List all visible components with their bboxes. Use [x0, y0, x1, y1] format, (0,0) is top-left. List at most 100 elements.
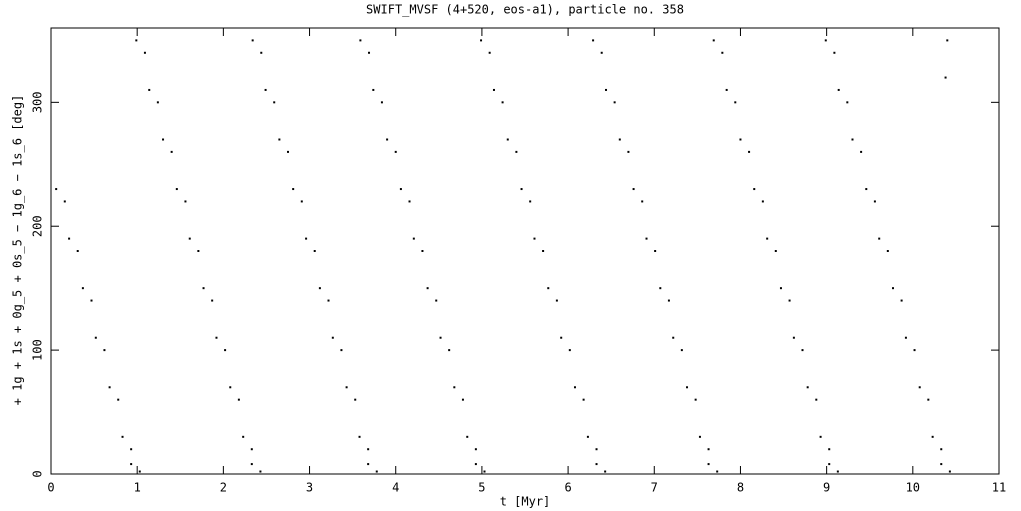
point: [533, 237, 536, 240]
point: [672, 336, 675, 339]
y-tick-label: 200: [31, 215, 45, 237]
point: [448, 349, 451, 352]
point: [108, 386, 111, 389]
point: [130, 463, 133, 466]
point: [188, 237, 191, 240]
point: [940, 448, 943, 451]
point: [948, 470, 951, 473]
x-axis-label: t [Myr]: [500, 495, 551, 509]
x-tick-label: 10: [906, 481, 920, 495]
point: [946, 39, 949, 42]
point: [595, 448, 598, 451]
point: [368, 51, 371, 54]
point: [586, 435, 589, 438]
x-tick-label: 3: [306, 481, 313, 495]
point: [501, 101, 504, 104]
point: [259, 470, 262, 473]
point: [439, 336, 442, 339]
point: [170, 150, 173, 153]
point: [865, 188, 868, 191]
point: [792, 336, 795, 339]
point: [766, 237, 769, 240]
point: [250, 463, 253, 466]
y-axis-label: + 1g + 1s + 0g_5 + 0s_5 − 1g_6 − 1s_6 [d…: [11, 95, 25, 406]
point: [851, 138, 854, 141]
point: [595, 463, 598, 466]
point: [345, 386, 348, 389]
point: [913, 349, 916, 352]
x-tick-label: 11: [992, 481, 1006, 495]
point: [260, 51, 263, 54]
y-tick-label: 0: [31, 470, 45, 477]
point: [474, 463, 477, 466]
point: [918, 386, 921, 389]
point: [860, 150, 863, 153]
point: [313, 250, 316, 252]
point: [592, 39, 595, 42]
point: [250, 448, 253, 451]
point: [515, 150, 518, 153]
point: [560, 336, 563, 339]
point: [716, 470, 719, 473]
point: [698, 435, 701, 438]
x-tick-label: 6: [564, 481, 571, 495]
point: [367, 463, 370, 466]
point: [721, 51, 724, 54]
point: [667, 299, 670, 302]
point: [278, 138, 281, 141]
plot-frame: [50, 27, 1000, 475]
point: [156, 101, 159, 104]
point: [90, 299, 93, 302]
point: [815, 398, 818, 401]
point: [184, 200, 187, 203]
point: [292, 188, 295, 191]
point: [819, 435, 822, 438]
point: [474, 448, 477, 451]
point: [63, 200, 66, 203]
point: [466, 435, 469, 438]
point: [568, 349, 571, 352]
point: [264, 88, 267, 91]
point: [251, 39, 254, 42]
point: [318, 287, 321, 290]
point: [613, 101, 616, 104]
point: [130, 448, 133, 451]
point: [215, 336, 218, 339]
point: [878, 237, 881, 240]
point: [55, 188, 58, 191]
point: [604, 470, 607, 473]
point: [824, 39, 827, 42]
point: [931, 435, 934, 438]
point: [394, 150, 397, 153]
point: [734, 101, 737, 104]
point: [645, 237, 648, 240]
point: [761, 200, 764, 203]
point: [175, 188, 178, 191]
point: [573, 386, 576, 389]
point: [774, 250, 777, 252]
chart-title: SWIFT_MVSF (4+520, eos-a1), particle no.…: [366, 3, 684, 17]
point: [837, 88, 840, 91]
point: [386, 138, 389, 141]
point: [529, 200, 532, 203]
point: [375, 470, 378, 473]
point: [426, 287, 429, 290]
point: [483, 470, 486, 473]
point: [547, 287, 550, 290]
point: [836, 470, 839, 473]
point: [632, 188, 635, 191]
point: [600, 51, 603, 54]
point: [435, 299, 438, 302]
point: [202, 287, 205, 290]
point: [627, 150, 630, 153]
point: [148, 88, 151, 91]
point: [739, 138, 742, 141]
point: [367, 448, 370, 451]
point: [900, 299, 903, 302]
point: [81, 287, 84, 290]
x-tick-label: 7: [651, 481, 658, 495]
point: [237, 398, 240, 401]
point: [408, 200, 411, 203]
point: [492, 88, 495, 91]
point: [103, 349, 106, 352]
